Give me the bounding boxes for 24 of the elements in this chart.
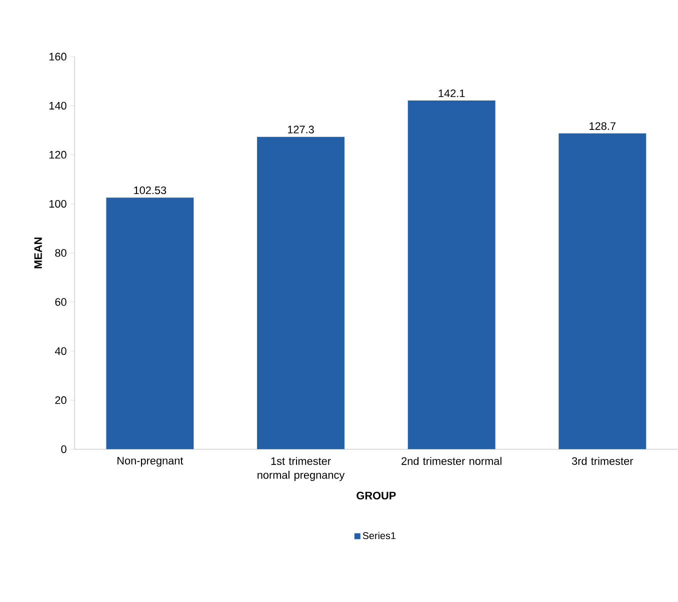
y-tick-label: 100 — [49, 200, 66, 208]
y-tick-label: 80 — [55, 248, 66, 257]
y-tick-label: 160 — [49, 52, 66, 60]
legend-label: Series1 — [362, 532, 396, 540]
x-tick-label: 1st trimester normal pregnancy — [258, 456, 345, 481]
bar — [106, 198, 194, 450]
data-label: 127.3 — [288, 126, 314, 134]
x-tick-label: 3rd trimester — [572, 456, 634, 465]
bar — [257, 136, 344, 450]
x-tick-label: Non-pregnant — [118, 456, 184, 467]
bar — [408, 100, 496, 450]
y-tick-label: 60 — [55, 298, 66, 306]
y-tick-label: 40 — [54, 347, 66, 355]
bar — [558, 133, 646, 450]
y-axis-title: MEAN — [34, 238, 42, 268]
y-tick-label: 20 — [55, 396, 66, 404]
data-label: 102.53 — [134, 186, 166, 194]
x-tick-label: 2nd trimester normal — [402, 456, 502, 465]
data-label: 128.7 — [590, 122, 616, 130]
y-tick-label: 120 — [49, 150, 66, 159]
y-tick-label: 140 — [49, 102, 66, 110]
y-tick-label: 0 — [61, 445, 66, 453]
x-axis-title: GROUP — [356, 492, 396, 500]
data-label: 142.1 — [438, 89, 465, 97]
